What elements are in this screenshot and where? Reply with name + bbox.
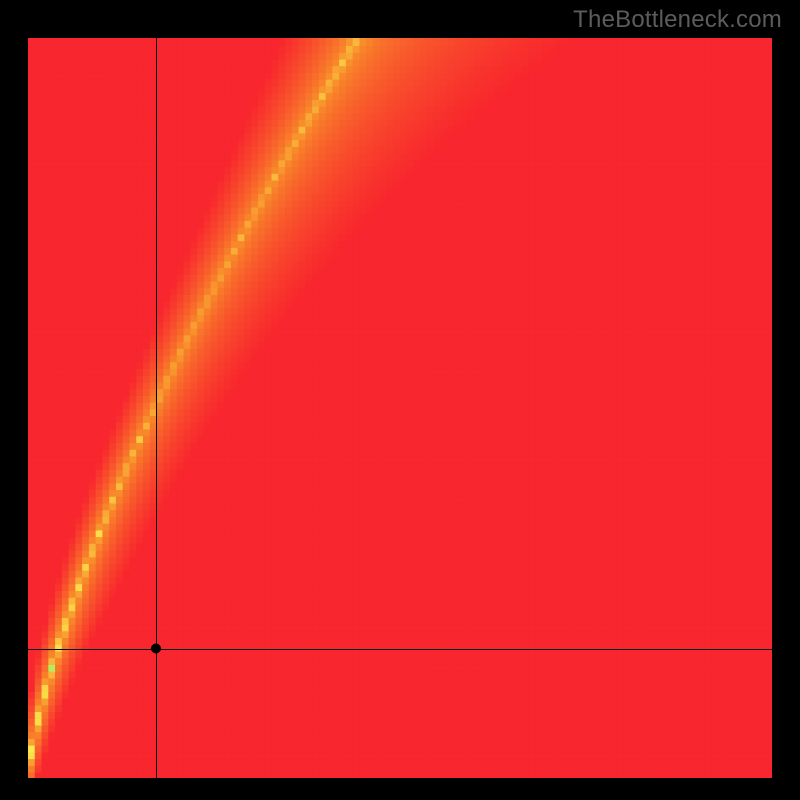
bottleneck-heatmap xyxy=(28,38,772,778)
chart-root: TheBottleneck.com xyxy=(0,0,800,800)
watermark-text: TheBottleneck.com xyxy=(573,6,782,34)
